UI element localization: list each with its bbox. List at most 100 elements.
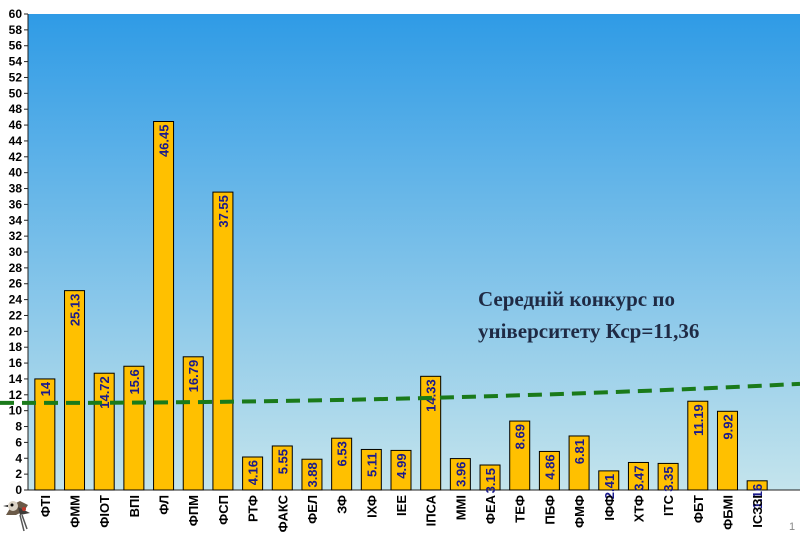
bar [212, 191, 234, 491]
bar [64, 290, 86, 491]
x-tick-label: ФЛ [157, 495, 172, 515]
y-tick-label: 54 [9, 55, 23, 69]
bar [331, 437, 353, 491]
bar [420, 375, 442, 491]
y-tick-label: 42 [9, 150, 23, 164]
x-tick-label: ІЕЕ [394, 495, 409, 516]
x-tick-label: ІПСА [424, 494, 439, 526]
bar [538, 450, 560, 491]
y-tick-label: 48 [9, 102, 23, 116]
y-tick-label: 36 [9, 197, 23, 211]
y-tick-label: 10 [9, 404, 23, 418]
data-label: 4.99 [394, 453, 409, 478]
y-tick-label: 26 [9, 277, 23, 291]
data-label: 3.15 [483, 468, 498, 493]
bar [123, 365, 145, 491]
y-tick-label: 58 [9, 23, 23, 37]
x-tick-label: ФБТ [691, 495, 706, 523]
data-label: 3.35 [661, 466, 676, 491]
average-annotation-line1: Середній конкурс по [478, 287, 675, 311]
data-label: 16.79 [186, 360, 201, 393]
y-tick-label: 30 [9, 245, 23, 259]
bar [390, 449, 412, 491]
data-label: 3.88 [305, 462, 320, 487]
x-tick-label: ФСП [216, 495, 231, 525]
data-label: 5.55 [275, 449, 290, 474]
y-tick-label: 20 [9, 324, 23, 338]
data-label: 2.41 [602, 474, 617, 499]
x-tick-label: ХТФ [631, 495, 646, 522]
data-label: 4.86 [542, 454, 557, 479]
y-tick-label: 16 [9, 356, 23, 370]
average-annotation: Середній конкурс по університету Кср=11,… [478, 287, 699, 343]
bird-logo [3, 501, 30, 532]
x-tick-label: ІФФ [602, 495, 617, 521]
y-tick-label: 0 [15, 483, 22, 497]
average-line [0, 381, 800, 405]
bar [598, 470, 620, 491]
data-label: 9.92 [720, 414, 735, 439]
x-tick-label: ІСЗЗІ [750, 495, 765, 528]
y-tick-label: 52 [9, 70, 23, 84]
y-tick-label: 2 [15, 467, 22, 481]
y-tick-label: 14 [9, 372, 23, 386]
x-tick-label: ВПІ [127, 495, 142, 517]
y-tick-label: 44 [9, 134, 23, 148]
data-label: 5.11 [364, 452, 379, 477]
data-label: 3.47 [631, 465, 646, 490]
data-label: 14.33 [424, 379, 439, 412]
bar [687, 400, 709, 491]
y-tick-label: 22 [9, 308, 23, 322]
x-tick-label: ФБМІ [720, 495, 735, 530]
y-tick-label: 38 [9, 182, 23, 196]
data-label: 8.69 [513, 424, 528, 449]
x-tick-label: ІТС [661, 494, 676, 516]
data-label: 46.45 [157, 124, 172, 157]
data-label: 4.16 [246, 460, 261, 485]
data-label: 6.53 [335, 441, 350, 466]
y-tick-label: 46 [9, 118, 23, 132]
bar [242, 456, 264, 491]
y-tick-label: 34 [9, 213, 23, 227]
x-tick-label: РТФ [246, 495, 261, 522]
x-tick-label: ФММ [68, 495, 83, 528]
y-tick-label: 24 [9, 293, 23, 307]
bar [271, 445, 293, 491]
y-tick-label: 12 [9, 388, 23, 402]
y-tick-label: 18 [9, 340, 23, 354]
bar [657, 462, 679, 491]
bars: 14 25.13 14.72 15.6 46.45 16.79 37.55 4.16 5.55 3… [34, 120, 768, 509]
y-tick-label: 4 [15, 451, 22, 465]
y-tick-label: 28 [9, 261, 23, 275]
bar [716, 410, 738, 491]
x-tick-label: ІХФ [364, 495, 379, 518]
bar [627, 461, 649, 491]
bar [182, 356, 204, 491]
y-tick-label: 40 [9, 166, 23, 180]
data-label: 6.81 [572, 439, 587, 464]
y-tick-label: 32 [9, 229, 23, 243]
x-tick-label: ФЕЛ [305, 495, 320, 524]
x-tick-label: ФІОТ [97, 495, 112, 528]
y-tick-label: 56 [9, 39, 23, 53]
y-tick-label: 50 [9, 86, 23, 100]
data-label: 14.72 [97, 376, 112, 409]
x-axis-labels: ФТІ ФММ ФІОТ ВПІ ФЛ ФПМ ФСП РТФ ФАКС ФЕЛ ЗФ ІХФ ІЕЕ І… [38, 494, 765, 532]
bar [568, 435, 590, 491]
data-label: 3.96 [453, 462, 468, 487]
bar [34, 378, 56, 491]
x-tick-label: ФЕА [483, 494, 498, 524]
x-tick-label: ФАКС [275, 494, 290, 532]
bar [449, 458, 471, 491]
average-annotation-line2: університету Кср=11,36 [478, 319, 699, 343]
data-label: 15.6 [127, 369, 142, 394]
y-tick-label: 8 [15, 420, 22, 434]
x-tick-label: ММІ [453, 495, 468, 520]
data-label: 37.55 [216, 195, 231, 228]
bar [153, 120, 175, 491]
x-tick-label: ФМФ [572, 495, 587, 528]
bar [509, 420, 531, 491]
x-tick-label: ФПМ [186, 495, 201, 526]
x-tick-label: ЗФ [335, 495, 350, 514]
